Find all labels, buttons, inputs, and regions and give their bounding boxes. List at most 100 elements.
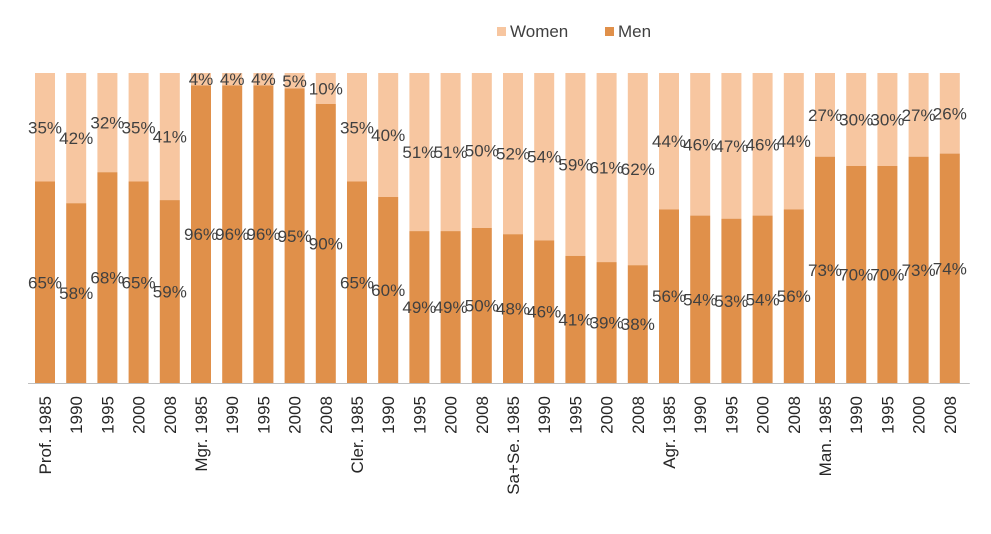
- x-tick-label-4: 2008: [161, 396, 180, 434]
- bar-women-14: [471, 73, 492, 228]
- bar-women-7: [253, 73, 274, 86]
- data-label-women-17: 59%: [558, 155, 592, 174]
- bar-men-1: [66, 203, 87, 383]
- data-label-men-9: 90%: [309, 235, 343, 254]
- data-label-women-4: 41%: [153, 128, 187, 147]
- legend-label-men: Men: [618, 22, 651, 41]
- x-tick-label-15: Sa+Se. 1985: [504, 396, 523, 495]
- bar-women-3: [128, 73, 149, 182]
- data-label-women-12: 51%: [402, 143, 436, 162]
- x-tick-label-6: 1990: [223, 396, 242, 434]
- x-tick-label-17: 1995: [566, 396, 585, 434]
- x-tick-label-10: Cler. 1985: [348, 396, 367, 474]
- x-tick-label-8: 2000: [286, 396, 305, 434]
- bar-men-15: [503, 234, 523, 383]
- x-tick-label-3: 2000: [130, 396, 149, 434]
- data-label-women-18: 61%: [590, 159, 624, 178]
- x-tick-label-24: 2008: [785, 396, 804, 434]
- data-label-women-13: 51%: [434, 143, 468, 162]
- bar-men-20: [659, 209, 679, 383]
- x-tick-label-2: 1995: [98, 396, 117, 434]
- data-label-women-8: 5%: [282, 72, 307, 91]
- bar-men-7: [253, 85, 274, 384]
- data-label-women-0: 35%: [28, 118, 62, 137]
- data-label-women-10: 35%: [340, 118, 374, 137]
- data-label-women-22: 47%: [714, 137, 748, 156]
- bar-women-22: [721, 73, 742, 219]
- data-label-women-28: 27%: [902, 106, 936, 125]
- legend: Women Men: [497, 22, 651, 41]
- data-label-men-2: 68%: [90, 269, 124, 288]
- x-tick-label-12: 1995: [410, 396, 429, 434]
- bar-men-5: [191, 85, 211, 384]
- x-tick-label-23: 2000: [754, 396, 773, 434]
- data-label-women-9: 10%: [309, 80, 343, 99]
- data-label-men-23: 54%: [746, 290, 780, 309]
- data-label-men-5: 96%: [184, 225, 218, 244]
- data-label-men-0: 65%: [28, 273, 62, 292]
- legend-swatch-women: [497, 27, 506, 36]
- bar-women-21: [690, 73, 711, 216]
- data-label-men-18: 39%: [590, 314, 624, 333]
- bar-men-21: [690, 215, 711, 383]
- bar-men-22: [721, 218, 742, 383]
- bar-men-24: [783, 209, 804, 383]
- bar-men-18: [596, 262, 617, 383]
- data-label-men-7: 96%: [246, 225, 280, 244]
- data-label-men-24: 56%: [777, 287, 811, 306]
- x-tick-label-9: 2008: [317, 396, 336, 434]
- x-tick-label-18: 2000: [598, 396, 617, 434]
- bar-men-19: [627, 265, 648, 383]
- data-label-men-10: 65%: [340, 273, 374, 292]
- bar-men-4: [159, 200, 180, 383]
- bar-men-9: [315, 104, 336, 383]
- bar-women-19: [627, 73, 648, 266]
- data-label-men-17: 41%: [558, 310, 592, 329]
- data-label-women-20: 44%: [652, 132, 686, 151]
- data-label-men-26: 70%: [839, 266, 873, 285]
- data-label-men-4: 59%: [153, 283, 187, 302]
- data-label-men-20: 56%: [652, 287, 686, 306]
- data-label-men-11: 60%: [371, 281, 405, 300]
- x-tick-label-29: 2008: [941, 396, 960, 434]
- data-label-men-8: 95%: [278, 227, 312, 246]
- bar-women-16: [534, 73, 555, 241]
- data-label-women-1: 42%: [59, 129, 93, 148]
- data-label-men-16: 46%: [527, 303, 561, 322]
- bar-women-27: [877, 73, 898, 166]
- bar-men-3: [128, 181, 149, 383]
- x-tick-label-7: 1995: [254, 396, 273, 434]
- data-label-men-29: 74%: [933, 259, 967, 278]
- data-label-women-15: 52%: [496, 145, 530, 164]
- data-label-men-22: 53%: [714, 292, 748, 311]
- legend-label-women: Women: [510, 22, 568, 41]
- bar-women-17: [565, 73, 586, 256]
- data-label-men-14: 50%: [465, 297, 499, 316]
- bar-men-11: [378, 197, 399, 383]
- bar-women-2: [97, 73, 118, 173]
- data-label-men-19: 38%: [621, 315, 655, 334]
- data-label-women-7: 4%: [251, 70, 276, 89]
- bar-women-12: [409, 73, 430, 232]
- data-label-men-3: 65%: [122, 273, 156, 292]
- bar-men-0: [35, 181, 55, 383]
- data-label-men-28: 73%: [902, 261, 936, 280]
- tick-labels-layer: Prof. 1985 1990 1995 2000 2008 Mgr. 1985 1990 1…: [36, 396, 960, 495]
- bar-women-4: [159, 73, 180, 201]
- data-label-men-25: 73%: [808, 261, 842, 280]
- data-label-men-1: 58%: [59, 284, 93, 303]
- bar-men-25: [815, 156, 835, 383]
- data-label-women-24: 44%: [777, 132, 811, 151]
- data-label-women-2: 32%: [90, 114, 124, 133]
- bar-women-26: [846, 73, 867, 166]
- bar-women-24: [783, 73, 804, 210]
- data-label-women-25: 27%: [808, 106, 842, 125]
- data-label-women-26: 30%: [839, 111, 873, 130]
- bar-women-18: [596, 73, 617, 263]
- x-tick-label-19: 2008: [629, 396, 648, 434]
- bar-women-29: [939, 73, 960, 154]
- data-label-women-19: 62%: [621, 160, 655, 179]
- x-tick-label-25: Man. 1985: [816, 396, 835, 476]
- x-tick-label-21: 1990: [691, 396, 710, 434]
